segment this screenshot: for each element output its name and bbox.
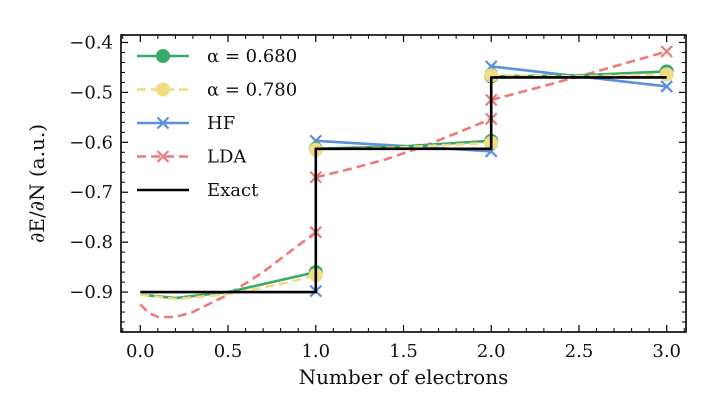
y-tick-label: −0.7: [69, 182, 113, 203]
series-line-lda-0: [139, 231, 317, 319]
legend-label: LDA: [207, 147, 247, 168]
x-tick-label: 1.0: [301, 341, 330, 362]
legend-swatch-marker: [156, 116, 170, 130]
data-point-lda-4: [660, 45, 673, 58]
legend-item-exact: Exact: [137, 180, 259, 201]
legend: α = 0.680 α = 0.780 HF LDA Exact: [137, 46, 297, 201]
legend-swatch-marker: [156, 82, 170, 97]
legend-item-hf: HF: [137, 113, 235, 134]
x-axis-label: Number of electrons: [299, 365, 509, 389]
legend-item-lda: LDA: [137, 147, 247, 168]
legend-swatch-marker: [156, 49, 170, 63]
x-tick-label: 0.0: [126, 341, 155, 362]
series-line-exact-0: [140, 76, 667, 294]
legend-label: Exact: [207, 180, 259, 201]
x-tick-label: 2.5: [565, 341, 594, 362]
legend-label: HF: [207, 113, 235, 134]
x-tick-label: 0.5: [214, 341, 243, 362]
legend-label: α = 0.780: [207, 80, 297, 101]
legend-item-0-780: α = 0.780: [137, 80, 297, 101]
y-tick-label: −0.8: [69, 232, 113, 253]
data-point-0-780-4: [659, 67, 674, 82]
legend-item-0-680: α = 0.680: [137, 46, 297, 67]
data-point-0-780-3: [484, 68, 499, 83]
y-axis-label: ∂E/∂N (a.u.): [25, 124, 49, 243]
x-tick-label: 1.5: [389, 341, 418, 362]
series-line-0-780-0: [140, 273, 317, 301]
y-tick-label: −0.5: [69, 82, 113, 103]
legend-swatch-marker: [156, 150, 170, 163]
x-tick-label: 3.0: [652, 341, 681, 362]
series-layer: [139, 45, 674, 319]
data-point-hf-4: [660, 80, 673, 93]
y-tick-label: −0.6: [69, 132, 113, 153]
legend-label: α = 0.680: [207, 46, 297, 67]
series-line-lda-1: [315, 117, 492, 179]
x-tick-label: 2.0: [477, 341, 506, 362]
series-exact: [140, 76, 667, 294]
y-tick-label: −0.9: [69, 282, 113, 303]
y-tick-label: −0.4: [69, 32, 113, 53]
axes-layer: 0.0 0.5 1.0 1.5 2.0 2.5 3.0 −0.9 −0.8 −0.7 −0.6 −0.…: [25, 32, 687, 389]
